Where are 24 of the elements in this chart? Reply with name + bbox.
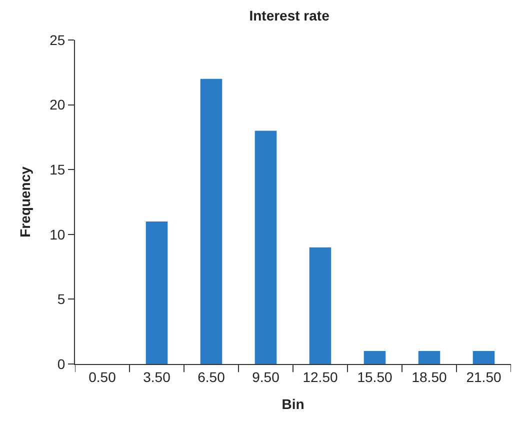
y-tick-label: 15: [50, 162, 66, 178]
bar: [146, 221, 168, 364]
x-tick-label: 15.50: [357, 368, 392, 385]
bar: [472, 351, 495, 364]
bar: [418, 351, 440, 364]
y-axis-title: Frequency: [17, 166, 34, 238]
bar: [309, 247, 332, 364]
x-tick-label: 0.50: [88, 368, 116, 385]
bar: [364, 351, 386, 364]
x-axis-title: Bin: [282, 396, 304, 412]
bar: [200, 78, 222, 364]
x-tick-label: 18.50: [412, 368, 447, 385]
x-tick-label: 12.50: [302, 368, 338, 385]
x-tick-label: 9.50: [252, 368, 280, 385]
y-tick-label: 5: [57, 291, 66, 308]
chart-title: Interest rate: [249, 7, 330, 24]
y-tick-label: 20: [50, 96, 66, 113]
x-tick-label: 3.50: [143, 368, 171, 385]
x-tick-label: 21.50: [466, 368, 502, 385]
y-tick-label: 0: [57, 356, 66, 372]
y-tick-label: 25: [50, 32, 66, 48]
x-tick-label: 6.50: [198, 368, 226, 385]
y-tick-label: 10: [50, 226, 66, 242]
bar: [254, 130, 277, 364]
